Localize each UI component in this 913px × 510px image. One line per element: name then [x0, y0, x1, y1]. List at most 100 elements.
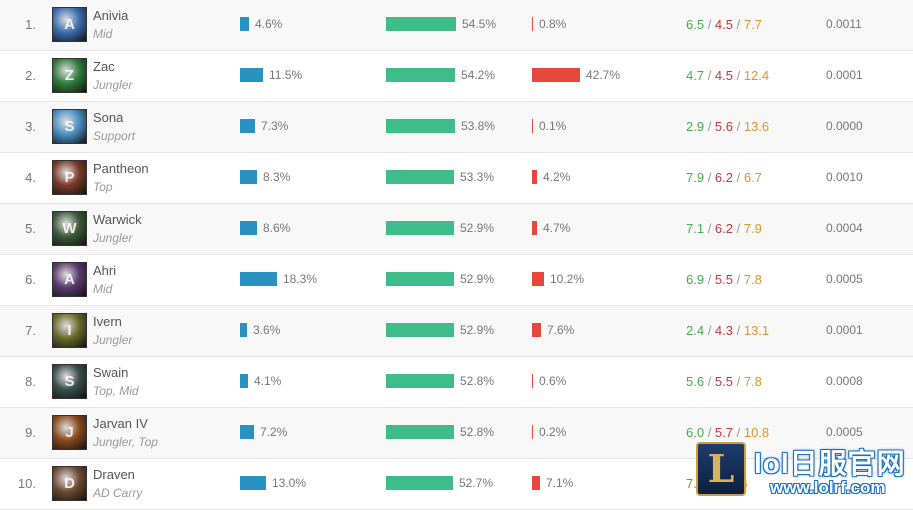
rank-number: 1.	[25, 17, 36, 32]
win-rate-value: 52.7%	[459, 476, 494, 490]
champion-role: Jungler	[93, 231, 133, 245]
kda-stats: 7.1 / 6.2 / 7.9	[686, 221, 762, 236]
champion-name[interactable]: Ivern	[93, 314, 122, 329]
champion-name[interactable]: Sona	[93, 110, 124, 125]
kills-value: 6.9	[686, 272, 705, 287]
champion-name[interactable]: Jarvan IV	[93, 416, 148, 431]
kda-separator: /	[733, 272, 744, 287]
champion-avatar[interactable]: S	[52, 364, 87, 399]
pick-rate-bar	[240, 68, 263, 82]
assists-value: 7.8	[743, 272, 762, 287]
ban-rate-value: 4.2%	[543, 170, 571, 184]
win-rate-bar	[386, 476, 453, 490]
pick-rate-bar	[240, 374, 248, 388]
pick-rate-value: 7.3%	[261, 119, 289, 133]
deaths-value: 5.7	[714, 425, 733, 440]
ban-rate-value: 0.2%	[539, 425, 567, 439]
kda-stats: 4.7 / 4.5 / 12.4	[686, 68, 769, 83]
champion-avatar[interactable]: P	[52, 160, 87, 195]
pick-rate-value: 8.6%	[263, 221, 291, 235]
kda-separator: /	[704, 425, 715, 440]
kills-value: 7.	[686, 476, 697, 491]
rank-number: 5.	[25, 221, 36, 236]
pick-rate-value: 11.5%	[269, 68, 303, 82]
ban-rate-value: 0.1%	[539, 119, 567, 133]
avatar-initial: W	[62, 220, 77, 237]
assists-value: 7.9	[743, 221, 762, 236]
champion-avatar[interactable]: I	[52, 313, 87, 348]
pick-rate-bar	[240, 476, 266, 490]
champion-row[interactable]: 5. W Warwick Jungler 8.6% 52.9% 4.7% 7.1 / 6.2 …	[0, 204, 913, 255]
champion-name[interactable]: Pantheon	[93, 161, 149, 176]
rank-number: 4.	[25, 170, 36, 185]
ban-rate-value: 0.8%	[539, 17, 567, 31]
assists-value: 13.1	[743, 323, 770, 338]
champion-role: AD Carry	[93, 486, 143, 500]
avatar-initial: S	[64, 373, 75, 390]
kda-stats: 2.9 / 5.6 / 13.6	[686, 119, 769, 134]
champion-avatar[interactable]: Z	[52, 58, 87, 93]
champion-name[interactable]: Draven	[93, 467, 135, 482]
champion-role: Mid	[93, 27, 113, 41]
champion-role: Mid	[93, 282, 113, 296]
champion-avatar[interactable]: A	[52, 262, 87, 297]
champion-row[interactable]: 3. S Sona Support 7.3% 53.8% 0.1% 2.9 / 5.6 / 1…	[0, 102, 913, 153]
watermark-title: lol日服官网	[754, 448, 906, 479]
champion-avatar[interactable]: W	[52, 211, 87, 246]
avatar-initial: A	[64, 16, 75, 33]
champion-row[interactable]: 6. A Ahri Mid 18.3% 52.9% 10.2% 6.9 / 5.5 / 7.8…	[0, 255, 913, 306]
champion-avatar[interactable]: J	[52, 415, 87, 450]
kda-stats: 6.9 / 5.5 / 7.8	[686, 272, 762, 287]
pick-rate-value: 4.6%	[255, 17, 283, 31]
kda-separator: /	[733, 68, 744, 83]
champion-name[interactable]: Swain	[93, 365, 129, 380]
champion-avatar[interactable]: A	[52, 7, 87, 42]
win-rate-bar	[386, 374, 454, 388]
win-rate-value: 54.2%	[461, 68, 496, 82]
pick-rate-value: 18.3%	[283, 272, 318, 286]
champion-row[interactable]: 9. J Jarvan IV Jungler, Top 7.2% 52.8% 0.2% 6.0…	[0, 408, 913, 459]
champion-row[interactable]: 4. P Pantheon Top 8.3% 53.3% 4.2% 7.9 / 6.2 / 6…	[0, 153, 913, 204]
deaths-value: 5.5	[714, 374, 733, 389]
champion-row[interactable]: 1. A Anivia Mid 4.6% 54.5% 0.8% 6.5 / 4.5 / 7.7…	[0, 0, 913, 51]
champion-row[interactable]: 2. Z Zac Jungler 11.5% 54.2% 42.7% 4.7 / 4.5 / …	[0, 51, 913, 102]
pick-rate-bar	[240, 119, 255, 133]
champion-name[interactable]: Zac	[93, 59, 115, 74]
score-value: 0.0000	[826, 119, 863, 133]
avatar-initial: Z	[64, 67, 75, 84]
champion-name[interactable]: Warwick	[93, 212, 142, 227]
pick-rate-value: 13.0%	[272, 476, 307, 490]
win-rate-bar	[386, 68, 455, 82]
champion-name[interactable]: Ahri	[93, 263, 117, 278]
champion-row[interactable]: 8. S Swain Top, Mid 4.1% 52.8% 0.6% 5.6 / 5.5 /…	[0, 357, 913, 408]
win-rate-bar	[386, 323, 454, 337]
pick-rate-value: 4.1%	[254, 374, 282, 388]
ban-rate-bar	[532, 68, 580, 82]
kda-separator: /	[733, 374, 744, 389]
kda-stats: 6.0 / 5.7 / 10.8	[686, 425, 769, 440]
kills-value: 2.4	[686, 323, 705, 338]
champion-avatar[interactable]: S	[52, 109, 87, 144]
win-rate-bar	[386, 17, 456, 31]
pick-rate-value: 8.3%	[263, 170, 291, 184]
assists-value: 10.8	[743, 425, 770, 440]
ban-rate-bar	[532, 374, 533, 388]
win-rate-bar	[386, 221, 454, 235]
win-rate-value: 52.9%	[460, 221, 495, 235]
champion-name[interactable]: Anivia	[93, 8, 129, 23]
champion-role: Jungler	[93, 78, 133, 92]
watermark-url: www.lolrf.com	[770, 478, 886, 497]
win-rate-value: 52.9%	[460, 272, 495, 286]
assists-value: 7.7	[743, 17, 762, 32]
kda-separator: /	[704, 68, 715, 83]
kda-separator: /	[733, 323, 744, 338]
champion-avatar[interactable]: D	[52, 466, 87, 501]
deaths-value: 4.5	[714, 68, 733, 83]
champion-row[interactable]: 7. I Ivern Jungler 3.6% 52.9% 7.6% 2.4 / 4.3 / …	[0, 306, 913, 357]
deaths-value: 6.2	[714, 170, 733, 185]
kills-value: 7.1	[686, 221, 705, 236]
pick-rate-bar	[240, 425, 254, 439]
win-rate-value: 52.8%	[460, 425, 495, 439]
assists-value: 12.4	[743, 68, 770, 83]
kills-value: 7.9	[686, 170, 705, 185]
